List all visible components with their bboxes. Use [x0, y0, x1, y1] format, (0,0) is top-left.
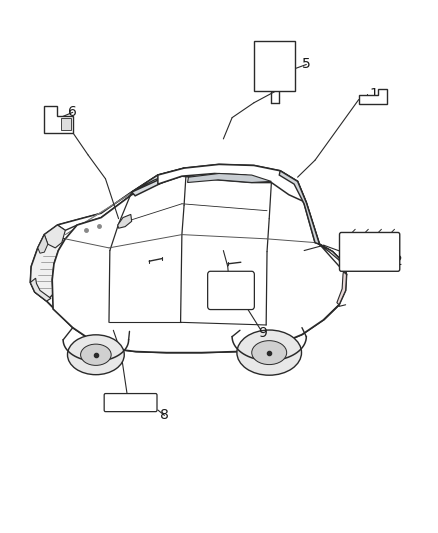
FancyBboxPatch shape — [208, 271, 254, 310]
Polygon shape — [44, 225, 65, 248]
Text: 8: 8 — [160, 408, 169, 422]
Polygon shape — [187, 173, 272, 182]
Polygon shape — [359, 90, 387, 104]
Ellipse shape — [252, 341, 287, 365]
Text: 9: 9 — [258, 326, 267, 340]
Polygon shape — [318, 244, 346, 274]
Text: 6: 6 — [68, 106, 77, 119]
Text: 1: 1 — [370, 87, 378, 101]
Polygon shape — [57, 175, 158, 230]
Polygon shape — [30, 278, 51, 301]
Polygon shape — [52, 176, 346, 353]
Text: 2: 2 — [394, 254, 403, 268]
FancyBboxPatch shape — [104, 393, 157, 411]
Polygon shape — [38, 235, 48, 253]
Polygon shape — [118, 214, 132, 228]
Polygon shape — [254, 41, 295, 91]
Polygon shape — [30, 235, 65, 301]
Ellipse shape — [81, 344, 111, 366]
Polygon shape — [132, 168, 186, 196]
Polygon shape — [337, 272, 346, 305]
Polygon shape — [61, 118, 71, 131]
Polygon shape — [158, 165, 306, 203]
FancyBboxPatch shape — [339, 232, 400, 271]
Polygon shape — [279, 171, 319, 244]
Polygon shape — [132, 168, 184, 192]
Polygon shape — [44, 106, 73, 133]
Ellipse shape — [237, 330, 301, 375]
Polygon shape — [30, 165, 346, 353]
Ellipse shape — [67, 335, 124, 375]
Text: 5: 5 — [302, 58, 311, 71]
